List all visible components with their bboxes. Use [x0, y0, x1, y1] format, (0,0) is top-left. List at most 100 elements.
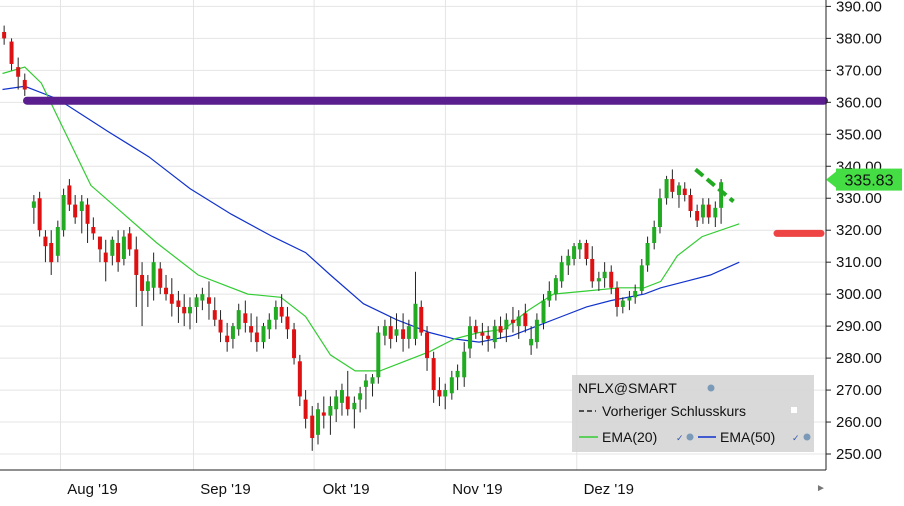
ema50-line — [2, 85, 740, 343]
y-tick-label: 250.00 — [836, 446, 882, 463]
candle-up — [261, 326, 266, 343]
candle-up — [151, 262, 156, 288]
y-tick-label: 370.00 — [836, 62, 882, 79]
candle-up — [645, 242, 650, 266]
candle-down — [182, 306, 187, 314]
candle-down — [243, 313, 248, 323]
candles — [2, 25, 724, 451]
candle-up — [273, 306, 278, 320]
y-tick-label: 310.00 — [836, 254, 882, 271]
candle-up — [230, 326, 235, 339]
candle-up — [700, 204, 705, 218]
candle-down — [480, 332, 485, 336]
candle-up — [413, 303, 418, 339]
candle-up — [376, 332, 381, 378]
y-tick-label: 350.00 — [836, 126, 882, 143]
candle-up — [358, 393, 363, 400]
candle-up — [516, 316, 521, 327]
candle-down — [310, 415, 315, 439]
candle-down — [37, 198, 42, 231]
candle-down — [91, 227, 96, 234]
legend-background — [572, 375, 814, 452]
candle-up — [566, 255, 571, 266]
candle-up — [236, 310, 241, 330]
candle-down — [140, 274, 145, 291]
legend-prev-close-box-icon[interactable] — [791, 407, 797, 413]
candle-up — [553, 278, 558, 295]
y-tick-label: 300.00 — [836, 286, 882, 303]
candle-down — [523, 313, 528, 327]
candle-down — [85, 204, 90, 224]
candle-down — [158, 268, 163, 288]
candle-up — [443, 390, 448, 397]
candle-up — [639, 265, 644, 291]
candle-down — [116, 242, 121, 263]
candle-up — [200, 294, 205, 301]
legend-ema50-check-icon[interactable]: ✓ — [792, 433, 800, 443]
candle-up — [572, 246, 577, 259]
candle-down — [176, 300, 181, 307]
candle-down — [164, 287, 169, 295]
candle-up — [194, 297, 199, 307]
y-tick-label: 330.00 — [836, 190, 882, 207]
candle-up — [406, 326, 411, 339]
scroll-right-icon[interactable]: ► — [816, 483, 826, 494]
candle-up — [328, 406, 333, 416]
legend-ema20: EMA(20) — [602, 429, 657, 445]
candle-down — [103, 252, 108, 263]
candle-down — [285, 316, 290, 330]
candle-down — [486, 335, 491, 339]
x-tick-label: Dez '19 — [584, 481, 634, 498]
y-tick-label: 390.00 — [836, 0, 882, 15]
candle-up — [559, 262, 564, 282]
candle-down — [345, 396, 350, 410]
candle-up — [394, 329, 399, 336]
candle-down — [498, 326, 503, 333]
y-tick-label: 320.00 — [836, 222, 882, 239]
candle-down — [297, 361, 302, 397]
candle-up — [61, 195, 66, 231]
candle-up — [316, 409, 321, 435]
candle-down — [127, 233, 132, 250]
candle-up — [652, 227, 657, 243]
last-price-tag: 335.83 — [826, 168, 902, 191]
candle-up — [449, 377, 454, 394]
candle-up — [534, 319, 539, 343]
legend-symbol: NFLX@SMART — [578, 380, 677, 396]
candle-up — [633, 290, 638, 298]
candle-down — [225, 335, 230, 343]
ema-lines — [2, 66, 740, 372]
x-tick-label: Aug '19 — [67, 481, 117, 498]
legend-ema20-gear-icon[interactable] — [686, 433, 694, 441]
legend-ema50: EMA(50) — [720, 429, 775, 445]
candle-down — [169, 294, 174, 304]
candle-up — [79, 201, 84, 212]
candle-up — [462, 351, 467, 378]
candle-down — [249, 326, 254, 333]
candle-up — [352, 402, 357, 410]
annotations — [23, 96, 828, 237]
ema20-line — [2, 66, 740, 372]
legend-ema50-gear-icon[interactable] — [803, 433, 811, 441]
y-tick-label: 290.00 — [836, 318, 882, 335]
candle-down — [431, 358, 436, 391]
legend-ema20-check-icon[interactable]: ✓ — [676, 433, 684, 443]
candle-down — [206, 297, 211, 304]
legend-symbol-gear-icon[interactable] — [707, 384, 715, 392]
candle-down — [401, 329, 406, 339]
candle-up — [504, 319, 509, 330]
trend-line-dashed[interactable] — [694, 167, 735, 203]
candle-up — [363, 380, 368, 387]
y-tick-label: 380.00 — [836, 30, 882, 47]
candle-up — [187, 306, 192, 314]
candle-up — [455, 370, 460, 378]
candle-up — [719, 182, 724, 208]
candle-down — [218, 319, 223, 333]
y-axis: 390.00380.00370.00360.00350.00340.00330.… — [826, 0, 882, 463]
candle-down — [419, 306, 424, 333]
y-tick-label: 280.00 — [836, 350, 882, 367]
candle-up — [547, 290, 552, 301]
candle-up — [492, 326, 497, 343]
candle-down — [590, 258, 595, 282]
